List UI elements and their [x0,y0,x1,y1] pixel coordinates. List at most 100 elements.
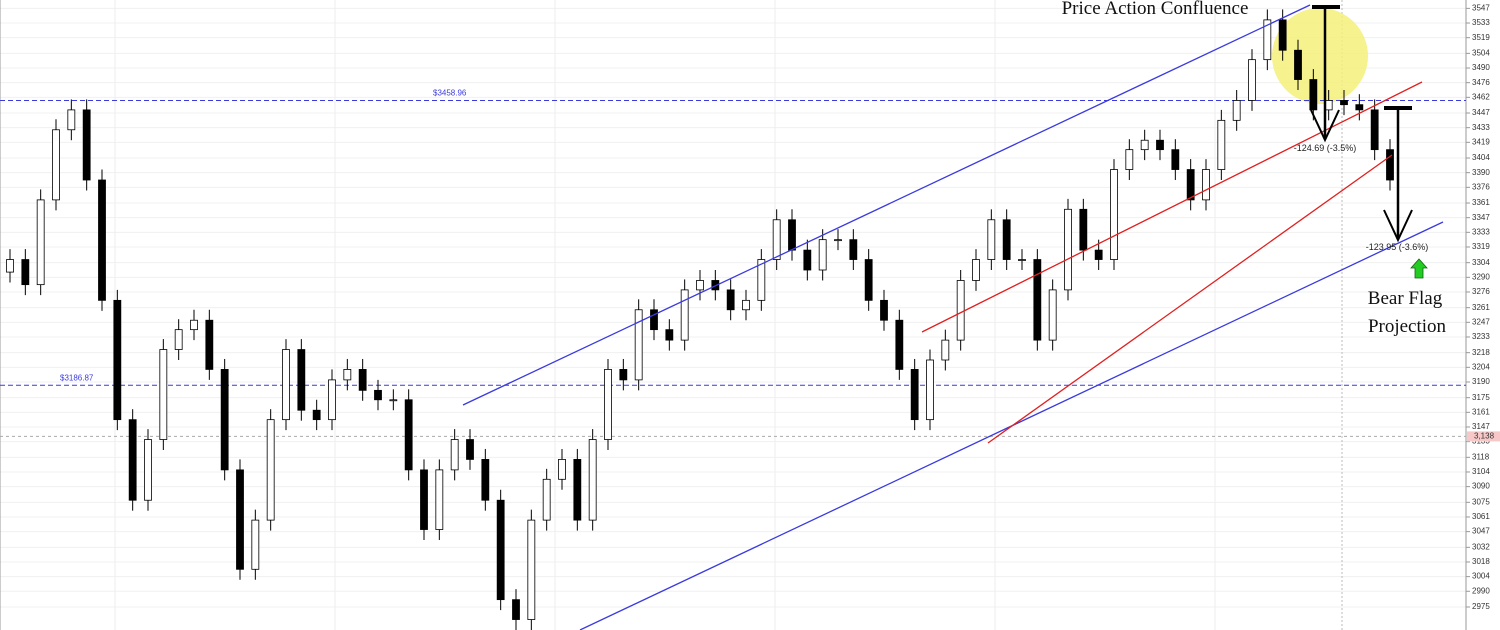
candle-body [742,299,750,311]
candle-body [619,369,628,381]
candle-body [987,219,996,260]
y-tick-label: 3204 [1472,362,1490,371]
candle-body [98,179,106,301]
candle-body [803,249,812,271]
candle-body [1140,139,1149,151]
level-label: $3458.96 [433,89,467,98]
candle-body [588,439,597,521]
candle-body [1232,100,1241,121]
candle-body [1263,19,1272,61]
y-tick-label: 3447 [1472,108,1490,117]
candle-body [1171,149,1180,170]
candle-body [696,280,704,291]
candle-body [450,439,459,471]
candle-body [972,259,980,281]
candle-body [1217,119,1226,170]
candle-body [1370,109,1379,151]
y-tick-label: 3319 [1472,242,1490,251]
candle-body [1002,219,1011,260]
candle-body [1309,79,1318,111]
candle-body [772,219,781,260]
candle-body [67,109,76,131]
highlight-circle [1272,8,1368,104]
y-tick-label: 3147 [1472,422,1490,431]
candle-body [880,299,888,321]
y-tick-label: 3347 [1472,213,1490,222]
candle-body [144,439,152,501]
y-tick-label: 3104 [1472,467,1490,476]
y-tick-label: 2990 [1472,586,1490,595]
y-tick-label: 3218 [1472,348,1490,357]
candle-body [910,369,919,421]
grid: 2975 2990 3004 3018 3032 3047 3061 3075 3090 3104… [0,3,1490,611]
candle-body [1018,259,1026,261]
y-tick-label: 3004 [1472,572,1490,581]
candle-body [496,499,505,601]
y-tick-label: 3433 [1472,123,1490,132]
y-tick-label: 3490 [1472,63,1490,72]
candle-body [6,259,14,273]
candle-body [527,519,536,620]
candle-body [1125,149,1134,170]
y-tick-label: 3404 [1472,153,1490,162]
annotation-text: Projection [1368,316,1447,337]
y-tick-label: 3504 [1472,48,1490,57]
candle-body [1064,208,1072,291]
candle-body [1294,49,1302,80]
candle-body [374,389,382,401]
candle-body [312,409,321,421]
candle-body [1340,100,1348,106]
candle-body [297,349,306,411]
measure-label: -124.69 (-3.5%) [1294,143,1357,153]
annotation-title: Price Action Confluence [1062,0,1249,19]
candle-body [205,319,214,370]
last-price-box [1467,431,1500,442]
y-tick-label: 3419 [1472,137,1490,146]
y-tick-label: 3047 [1472,527,1490,536]
y-tick-label: 3032 [1472,542,1490,551]
candle-body [282,349,290,421]
candle-body [512,599,520,620]
candle-body [21,259,30,286]
candle-body [558,459,566,480]
candle-body [251,519,260,570]
candle-body [404,399,413,471]
candle-body [1156,139,1164,151]
candle-body [435,469,444,530]
y-tick-label: 3175 [1472,393,1490,402]
candle-body [266,419,275,521]
candle-body [128,419,137,501]
y-tick-label: 3290 [1472,272,1490,281]
candle-body [174,329,183,350]
candle-body [1202,169,1210,201]
candle-body [941,339,950,361]
candle-body [604,369,612,440]
y-tick-label: 3018 [1472,557,1490,566]
last-price-label: 3,138 [1474,432,1495,441]
level-label: $3186.87 [60,373,94,382]
candle-body [926,359,934,421]
y-tick-label: 3390 [1472,168,1490,177]
candle-body [573,459,582,521]
candle-body [956,280,965,341]
candle-body [1110,169,1118,260]
up-arrow [1410,258,1428,279]
candle-body [1048,289,1057,341]
y-tick-label: 3075 [1472,497,1490,506]
candle-body [420,469,428,530]
annotation-text: Bear Flag [1368,288,1443,309]
y-tick-label: 2975 [1472,602,1490,611]
candles [6,9,1394,630]
candle-body [1386,149,1394,181]
candle-body [834,239,842,242]
candle-body [358,369,367,391]
candle-body [52,129,60,201]
candle-body [818,239,827,271]
candle-body [757,259,766,301]
y-tick-label: 3090 [1472,482,1490,491]
candle-body [36,199,45,286]
candle-body [542,478,551,521]
y-tick-label: 3462 [1472,92,1490,101]
